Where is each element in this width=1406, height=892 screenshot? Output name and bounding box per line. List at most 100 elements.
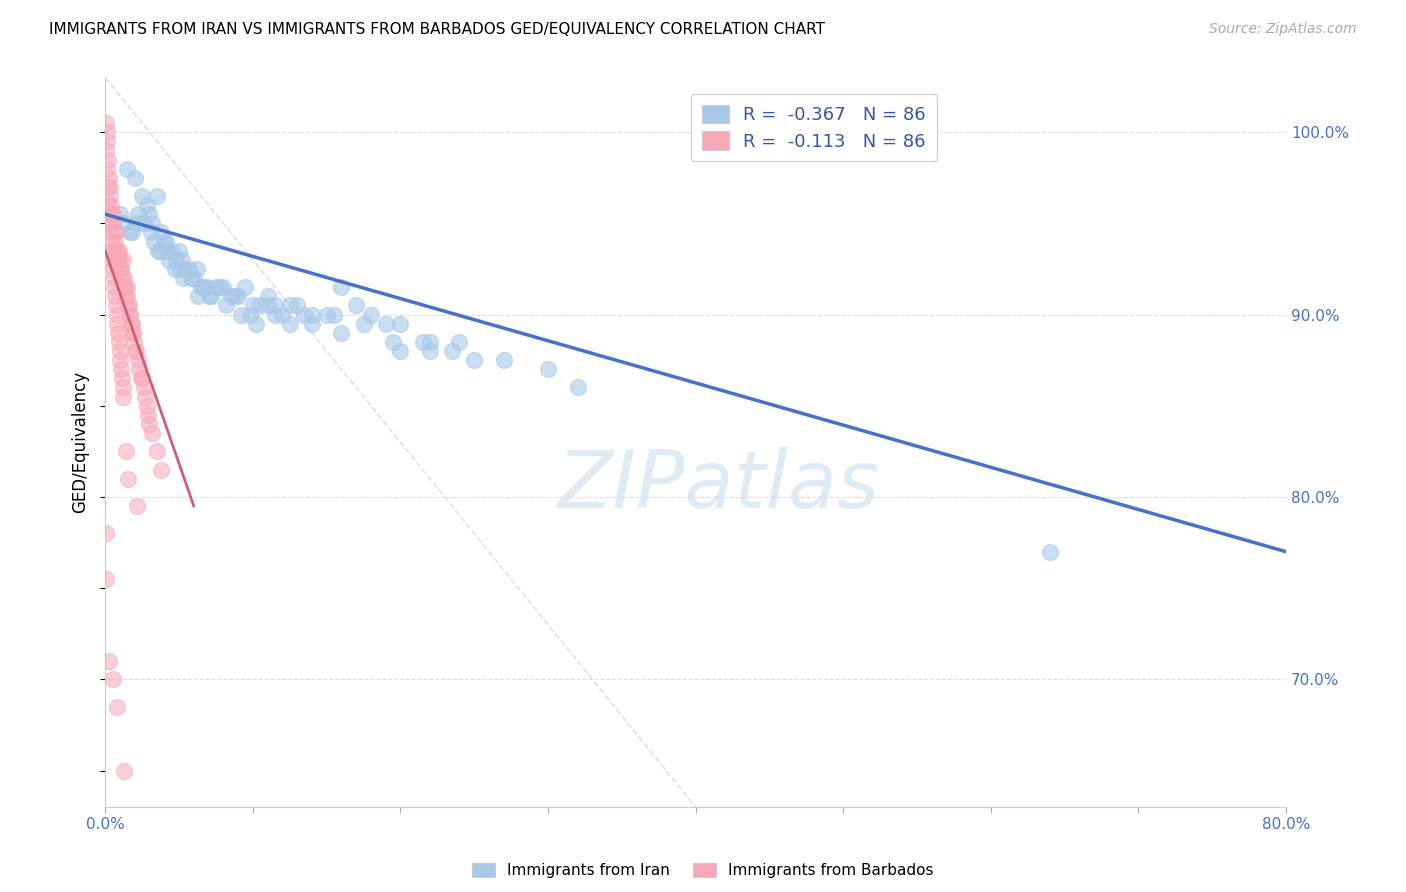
Point — [301, 308, 323, 322]
Point — [146, 189, 169, 203]
Point — [101, 207, 124, 221]
Point — [242, 298, 264, 312]
Point — [111, 380, 134, 394]
Point — [125, 499, 148, 513]
Point — [104, 289, 127, 303]
Point — [117, 472, 139, 486]
Point — [112, 764, 135, 778]
Point — [121, 226, 143, 240]
Point — [176, 262, 198, 277]
Point — [101, 673, 124, 687]
Point — [419, 334, 441, 349]
Point — [537, 362, 560, 376]
Point — [100, 235, 122, 249]
Point — [110, 262, 132, 277]
Point — [96, 144, 118, 158]
Point — [129, 371, 152, 385]
Point — [567, 380, 589, 394]
Point — [117, 289, 139, 303]
Point — [112, 390, 135, 404]
Point — [141, 216, 163, 230]
Point — [219, 289, 242, 303]
Point — [245, 317, 267, 331]
Point — [124, 344, 146, 359]
Point — [212, 280, 235, 294]
Point — [186, 262, 208, 277]
Point — [111, 371, 134, 385]
Point — [111, 271, 134, 285]
Point — [249, 298, 271, 312]
Point — [122, 326, 145, 340]
Point — [150, 226, 173, 240]
Point — [153, 235, 176, 249]
Point — [97, 153, 120, 167]
Point — [294, 308, 316, 322]
Point — [115, 280, 138, 294]
Point — [235, 280, 257, 294]
Point — [98, 226, 121, 240]
Point — [148, 244, 170, 258]
Point — [193, 280, 215, 294]
Point — [124, 170, 146, 185]
Point — [131, 371, 153, 385]
Point — [103, 226, 125, 240]
Point — [170, 252, 193, 267]
Point — [135, 399, 157, 413]
Point — [441, 344, 464, 359]
Point — [1039, 544, 1062, 558]
Point — [183, 271, 205, 285]
Point — [125, 216, 148, 230]
Point — [190, 280, 212, 294]
Point — [105, 244, 128, 258]
Point — [419, 344, 441, 359]
Point — [135, 198, 157, 212]
Point — [115, 289, 138, 303]
Point — [139, 226, 162, 240]
Point — [107, 334, 129, 349]
Point — [136, 408, 159, 422]
Point — [108, 344, 131, 359]
Text: ZIPatlas: ZIPatlas — [558, 447, 880, 525]
Point — [97, 654, 120, 668]
Point — [107, 252, 129, 267]
Point — [412, 334, 434, 349]
Point — [108, 244, 131, 258]
Point — [118, 308, 141, 322]
Point — [96, 134, 118, 148]
Point — [200, 289, 222, 303]
Point — [157, 252, 180, 267]
Point — [98, 179, 121, 194]
Point — [141, 426, 163, 441]
Point — [330, 280, 353, 294]
Point — [131, 189, 153, 203]
Point — [94, 572, 117, 586]
Point — [215, 298, 238, 312]
Point — [97, 170, 120, 185]
Point — [205, 280, 228, 294]
Point — [330, 326, 353, 340]
Point — [344, 298, 367, 312]
Point — [127, 353, 149, 368]
Point — [108, 207, 131, 221]
Point — [374, 317, 396, 331]
Point — [382, 334, 405, 349]
Point — [169, 262, 191, 277]
Point — [120, 317, 142, 331]
Point — [197, 289, 219, 303]
Point — [125, 344, 148, 359]
Point — [110, 353, 132, 368]
Point — [301, 317, 323, 331]
Point — [94, 116, 117, 130]
Point — [103, 280, 125, 294]
Point — [104, 235, 127, 249]
Point — [112, 271, 135, 285]
Point — [160, 244, 183, 258]
Point — [101, 252, 124, 267]
Point — [100, 198, 122, 212]
Point — [264, 308, 287, 322]
Point — [172, 271, 194, 285]
Point — [179, 262, 201, 277]
Point — [323, 308, 346, 322]
Point — [149, 244, 172, 258]
Point — [134, 390, 156, 404]
